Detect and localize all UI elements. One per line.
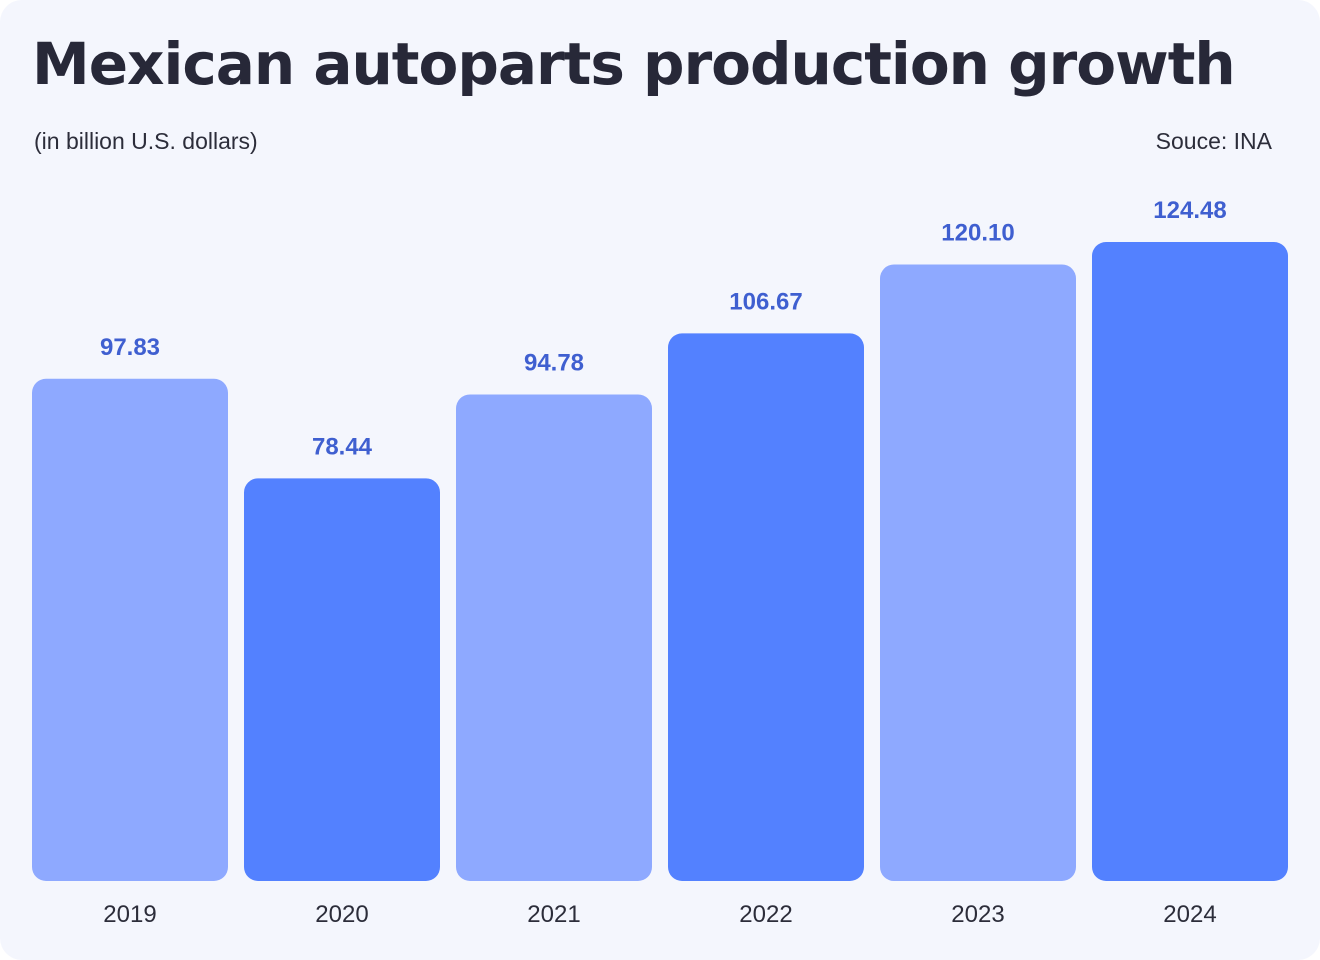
x-tick-label-2022: 2022 (739, 901, 792, 928)
chart-title: Mexican autoparts production growth (32, 30, 1236, 98)
bar-2024 (1092, 242, 1288, 881)
value-label-2020: 78.44 (312, 433, 373, 460)
chart-source: Souce: INA (1155, 128, 1272, 154)
bar-2019 (32, 378, 228, 881)
value-label-2022: 106.67 (729, 288, 802, 315)
bar-2020 (244, 478, 440, 881)
value-label-2019: 97.83 (100, 334, 160, 361)
value-label-2021: 94.78 (524, 349, 584, 376)
x-tick-label-2021: 2021 (527, 901, 580, 928)
value-label-2023: 120.10 (941, 219, 1014, 246)
value-label-2024: 124.48 (1153, 197, 1226, 224)
x-tick-label-2019: 2019 (103, 901, 156, 928)
x-tick-label-2023: 2023 (951, 901, 1004, 928)
bar-2022 (668, 333, 864, 881)
chart-subtitle: (in billion U.S. dollars) (34, 128, 258, 154)
bar-2023 (880, 264, 1076, 881)
x-tick-label-2024: 2024 (1163, 901, 1216, 928)
x-tick-label-2020: 2020 (315, 901, 368, 928)
bar-2021 (456, 394, 652, 881)
